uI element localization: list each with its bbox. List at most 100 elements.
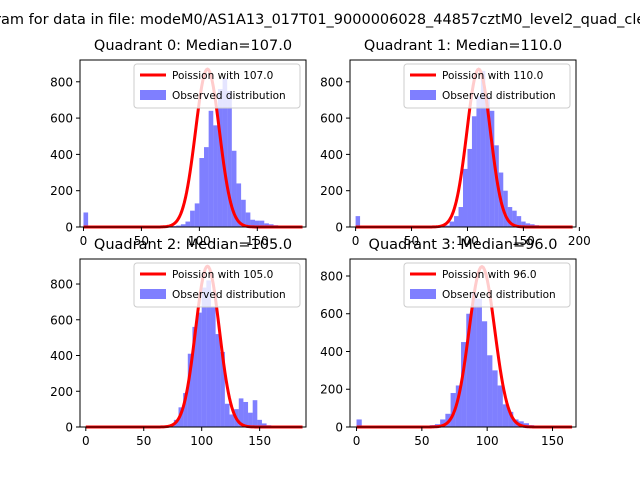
histogram-bar	[213, 125, 218, 227]
histogram-bar	[461, 342, 467, 427]
y-tick-label: 800	[50, 75, 73, 89]
histogram-bar	[485, 96, 490, 227]
histogram-bar	[476, 298, 482, 427]
histogram-bar	[222, 78, 228, 227]
axes-frame	[349, 258, 577, 428]
histogram-bar	[241, 199, 246, 227]
histogram-bar	[481, 321, 488, 427]
histogram-bar	[503, 190, 508, 227]
histogram-bar	[201, 287, 207, 427]
histogram-bar	[440, 419, 446, 427]
histogram-bar	[355, 216, 361, 227]
subplot-title: Quadrant 1: Median=110.0	[364, 38, 562, 54]
subplot-quadrant-3: 0 50 100 150 0 200 400 600 800 Quadrant 3: Median…	[320, 237, 577, 448]
legend-bar-swatch	[140, 90, 166, 100]
histogram-bar	[467, 148, 472, 227]
subplot-quadrant-0: 0 50 100 150 0 200 400 600 800 Quadrant 0: Median…	[50, 38, 307, 248]
histogram-bar	[458, 207, 463, 227]
y-tick-label: 0	[65, 221, 73, 235]
histogram-bars	[83, 78, 302, 227]
histogram-bar	[229, 414, 235, 427]
y-tick-label: 600	[50, 112, 73, 126]
histogram-bar	[476, 96, 481, 227]
legend-label-observed: Observed distribution	[442, 289, 556, 301]
histogram-bar	[250, 219, 256, 227]
histogram-bar	[264, 223, 269, 227]
y-tick-label: 200	[50, 385, 73, 399]
x-tick-label: 50	[414, 434, 429, 448]
x-tick-label: 50	[404, 234, 419, 248]
subplot-quadrant-1: 0 50 100 150 200 0 200 400 600 800 Quadrant 1: Med…	[320, 38, 591, 248]
histogram-bar	[238, 398, 244, 427]
histogram-bar	[492, 370, 498, 427]
x-tick-label: 100	[456, 234, 479, 248]
histogram-bar	[449, 221, 455, 227]
y-tick-label: 600	[320, 112, 343, 126]
histogram-bar	[180, 224, 186, 227]
histogram-bar	[471, 292, 477, 427]
histogram-bars	[85, 280, 300, 427]
histogram-bar	[199, 158, 205, 227]
y-tick-label: 800	[320, 269, 343, 283]
histogram-bar	[502, 404, 509, 427]
histogram-bar	[231, 150, 237, 227]
histogram-bar	[455, 385, 462, 427]
histogram-bar	[217, 89, 223, 227]
legend-label-poisson: Poission with 107.0	[172, 70, 273, 82]
histogram-bar	[183, 393, 188, 427]
axes-frame	[79, 59, 307, 228]
legend-bar-swatch	[140, 289, 166, 299]
histogram-bar	[516, 216, 522, 227]
subplots-grid: 0 50 100 150 0 200 400 600 800 Quadrant 0: Median…	[50, 38, 591, 448]
legend-box	[133, 63, 301, 109]
x-tick-label: 150	[512, 234, 535, 248]
histogram-bar	[215, 334, 221, 427]
y-tick-label: 0	[335, 421, 343, 435]
x-tick-label: 150	[248, 434, 271, 448]
histogram-bar	[521, 221, 526, 227]
y-tick-label: 200	[320, 383, 343, 397]
y-tick-label: 200	[320, 184, 343, 198]
y-tick-label: 600	[50, 313, 73, 327]
subplot-title: Quadrant 0: Median=107.0	[94, 38, 292, 54]
y-tick-label: 800	[50, 278, 73, 292]
histogram-bar	[508, 411, 514, 427]
y-tick-label: 0	[65, 421, 73, 435]
subplot-title: Quadrant 3: Median=96.0	[369, 237, 558, 253]
histogram-bar	[248, 412, 253, 427]
histogram-bar	[445, 225, 450, 227]
legend-bar-swatch	[410, 289, 436, 299]
histogram-bar	[206, 280, 211, 427]
y-tick-label: 400	[320, 345, 343, 359]
legend: Poission with 110.0 Observed distribution	[403, 63, 571, 109]
histogram-bar	[471, 116, 477, 227]
histogram-bar	[227, 90, 232, 227]
histogram-bar	[512, 210, 517, 227]
y-tick-label: 400	[50, 148, 73, 162]
y-tick-label: 400	[320, 148, 343, 162]
histogram-bar	[83, 212, 89, 227]
histogram-bar	[243, 401, 249, 427]
histogram-bar	[466, 313, 472, 427]
legend-label-observed: Observed distribution	[442, 90, 556, 102]
x-tick-label: 50	[134, 234, 149, 248]
histogram-bar	[257, 419, 262, 427]
x-tick-label: 100	[188, 234, 211, 248]
histogram-bar	[224, 403, 230, 427]
legend: Poission with 105.0 Observed distribution	[133, 262, 301, 308]
legend-label-observed: Observed distribution	[172, 289, 286, 301]
legend-bar-swatch	[410, 90, 436, 100]
histogram-bar	[176, 225, 181, 227]
histogram-bar	[356, 419, 362, 427]
x-tick-label: 0	[80, 234, 88, 248]
x-tick-label: 200	[568, 234, 591, 248]
histogram-bar	[454, 216, 459, 227]
subplot-title: Quadrant 2: Median=105.0	[94, 237, 292, 253]
histogram-bar	[210, 307, 216, 427]
legend-label-poisson: Poission with 105.0	[172, 269, 273, 281]
figure-suptitle: Histogram for data in file: modeM0/AS1A1…	[0, 12, 640, 28]
axes-frame	[79, 258, 307, 428]
histogram-bar	[197, 312, 202, 427]
y-tick-label: 200	[50, 184, 73, 198]
y-tick-label: 400	[50, 349, 73, 363]
